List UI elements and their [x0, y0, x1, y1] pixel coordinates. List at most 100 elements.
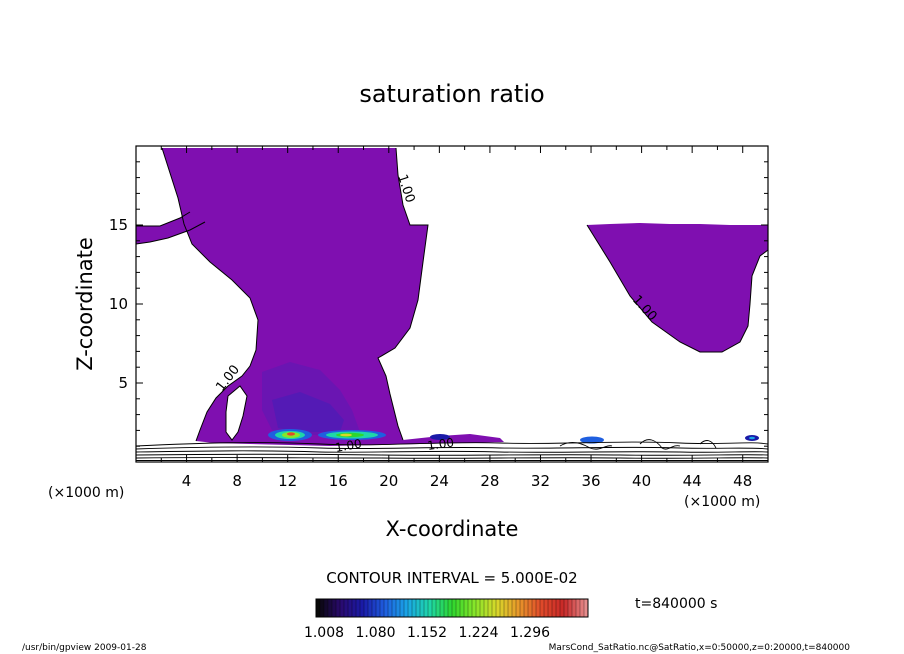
- x-axis-label: X-coordinate: [386, 517, 519, 541]
- band-red-left: [287, 432, 295, 436]
- colorbar-label: 1.008: [304, 625, 344, 641]
- colorbar-cell: [524, 599, 529, 617]
- colorbar-cell: [536, 599, 541, 617]
- x-axis-tick-labels: 4 8 12 16 20 24 28 32 36 40 44 48: [182, 472, 752, 490]
- colorbar-cell: [564, 599, 569, 617]
- unsaturated-pocket: [226, 386, 247, 440]
- colorbar-label: 1.080: [355, 625, 395, 641]
- colorbar-cell: [544, 599, 549, 617]
- colorbar-cell: [556, 599, 561, 617]
- contour-lines: [136, 147, 768, 442]
- band-yellow-mid: [340, 433, 352, 437]
- colorbar-frame: [315, 598, 589, 618]
- colorbar-cell: [436, 599, 441, 617]
- y-axis-tick-labels: 5 10 15: [109, 216, 128, 392]
- x-tick-label: 24: [430, 472, 449, 490]
- colorbar-cell: [324, 599, 329, 617]
- x-tick-label: 32: [531, 472, 550, 490]
- colorbar-cell: [540, 599, 545, 617]
- band-blue-far: [580, 436, 604, 444]
- colorbar-cell: [440, 599, 445, 617]
- y-tick-label: 10: [109, 295, 128, 313]
- colorbar-cell: [476, 599, 481, 617]
- x-tick-label: 20: [379, 472, 398, 490]
- colorbar-cell: [468, 599, 473, 617]
- y-axis-ticks: [136, 161, 768, 447]
- colorbar-cell: [336, 599, 341, 617]
- colorbar-cell: [328, 599, 333, 617]
- colorbar-label: 1.152: [407, 625, 447, 641]
- contour-line-pocket: [225, 385, 248, 441]
- y-axis-label: Z-coordinate: [73, 237, 97, 371]
- time-text: t=840000 s: [635, 596, 717, 612]
- colorbar-cell: [388, 599, 393, 617]
- colorbar-cell: [424, 599, 429, 617]
- colorbar-cell: [372, 599, 377, 617]
- colorbar-cell: [352, 599, 357, 617]
- colorbar-cell: [516, 599, 521, 617]
- surface-contours: [136, 439, 768, 461]
- x-tick-label: 4: [182, 472, 192, 490]
- contour-interval-text: CONTOUR INTERVAL = 5.000E-02: [326, 569, 577, 587]
- contour-label-bottom-1: 1.00: [334, 437, 363, 455]
- colorbar-cell: [344, 599, 349, 617]
- colorbar-cell: [484, 599, 489, 617]
- unsaturated-notch: [618, 212, 768, 225]
- colorbar-cell: [384, 599, 389, 617]
- colorbar-cell: [576, 599, 581, 617]
- colorbar-cell: [500, 599, 505, 617]
- x-tick-label: 44: [683, 472, 702, 490]
- chart-title: saturation ratio: [359, 80, 544, 108]
- colorbar-cell: [456, 599, 461, 617]
- colorbar-cell: [472, 599, 477, 617]
- x-tick-label: 28: [480, 472, 499, 490]
- plume-core-shading: [262, 362, 360, 436]
- contour-line-plume-left: [161, 147, 259, 442]
- colorbar-cell: [348, 599, 353, 617]
- plume-core-shading-2: [272, 392, 344, 432]
- contour-line-plume: [377, 147, 429, 441]
- colorbar-cell: [464, 599, 469, 617]
- colorbar-cell: [416, 599, 421, 617]
- band-cyan-edge: [749, 436, 755, 440]
- colorbar-cell: [396, 599, 401, 617]
- colorbar-cell: [480, 599, 485, 617]
- contour-line-left: [136, 211, 191, 227]
- colorbar-cell: [360, 599, 365, 617]
- x-tick-label: 16: [329, 472, 348, 490]
- colorbar-cell: [560, 599, 565, 617]
- colorbar-cell: [568, 599, 573, 617]
- colorbar-label: 1.224: [458, 625, 498, 641]
- colorbar-cell: [340, 599, 345, 617]
- colorbar-cell: [428, 599, 433, 617]
- colorbar-cell: [572, 599, 577, 617]
- colorbar-cell: [380, 599, 385, 617]
- surface-band: [268, 429, 759, 444]
- saturation-region-right: [587, 223, 768, 352]
- plot-area: [136, 146, 768, 462]
- colorbar-cell: [452, 599, 457, 617]
- colorbar-cell: [356, 599, 361, 617]
- colorbar-cell: [400, 599, 405, 617]
- colorbar-cell: [512, 599, 517, 617]
- colorbar-cell: [496, 599, 501, 617]
- y-tick-label: 15: [109, 216, 128, 234]
- colorbar-cell: [332, 599, 337, 617]
- colorbar-label: 1.296: [510, 625, 550, 641]
- colorbar-cell: [444, 599, 449, 617]
- colorbar-cell: [316, 599, 321, 617]
- colorbar-cell: [584, 599, 589, 617]
- y-tick-label: 5: [118, 374, 128, 392]
- colorbar-cell: [376, 599, 381, 617]
- x-tick-label: 36: [581, 472, 600, 490]
- colorbar-cell: [420, 599, 425, 617]
- colorbar-cell: [552, 599, 557, 617]
- colorbar-cell: [392, 599, 397, 617]
- colorbar-cell: [368, 599, 373, 617]
- contour-line-right: [586, 224, 768, 353]
- colorbar-cell: [408, 599, 413, 617]
- contour-line-left-lower: [136, 221, 206, 245]
- colorbar-cell: [532, 599, 537, 617]
- colorbar-cell: [448, 599, 453, 617]
